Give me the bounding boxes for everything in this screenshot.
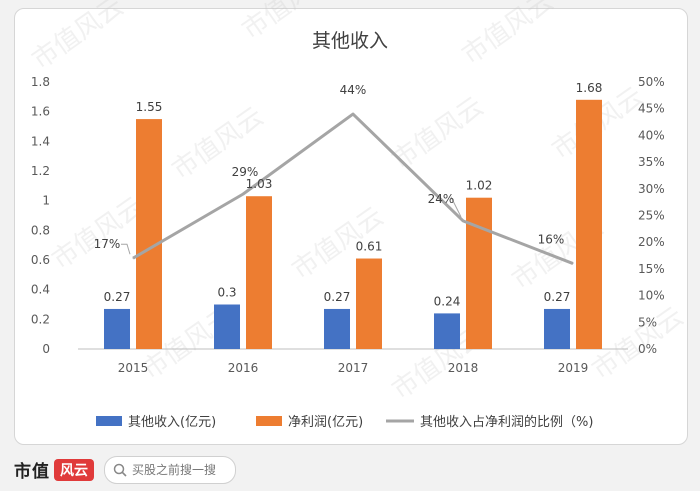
ratio-line-point [462,220,464,222]
legend-swatch [256,416,282,426]
ratio-line-point [352,113,354,115]
footer-bar: 市值 风云 买股之前搜一搜 [0,448,700,491]
right-tick-label: 30% [638,182,665,196]
search-placeholder: 买股之前搜一搜 [132,463,217,477]
bar-value-label: 1.03 [246,177,273,191]
leader-line [121,243,131,255]
bar-value-label: 0.24 [434,294,461,308]
ratio-line [121,112,574,265]
brand-badge: 风云 [54,458,94,481]
bar-value-label: 1.68 [576,81,603,95]
data-labels: 0.27 0.3 0.27 0.24 0.27 1.55 1.03 0.61 1.02 1.68 1… [94,81,603,309]
left-axis: 0 0.2 0.4 0.6 0.8 1 1.2 1.4 1.6 1.8 [31,75,50,356]
x-tick-label: 2019 [558,361,589,375]
bar-value-label: 0.3 [217,286,236,300]
bar-other-income [544,308,570,349]
left-tick-label: 1.4 [31,134,50,148]
watermark-text-0: 市值风云 [27,0,129,76]
x-axis: 2015 2016 2017 2018 2019 [118,361,589,375]
bar-net-profit [136,119,162,349]
bars [104,99,602,349]
left-tick-label: 0 [42,342,50,356]
right-tick-label: 45% [638,102,665,116]
ratio-value-label: 24% [428,192,455,206]
right-tick-label: 0% [638,342,657,356]
right-tick-label: 5% [638,315,657,329]
bar-other-income [324,308,350,349]
search-icon [113,463,127,477]
left-tick-label: 0.2 [31,312,50,326]
left-tick-label: 0.4 [31,283,50,297]
right-tick-label: 35% [638,155,665,169]
search-box[interactable]: 买股之前搜一搜 [104,455,236,484]
legend-label: 其他收入(亿元) [128,415,216,430]
brand-logo: 市值 风云 [14,457,94,482]
ratio-line-point [242,193,244,195]
right-tick-label: 40% [638,128,665,142]
right-tick-label: 50% [638,75,665,89]
x-tick-label: 2018 [448,361,479,375]
bar-value-label: 0.27 [544,290,571,304]
bar-net-profit [466,197,492,349]
bar-net-profit [576,99,602,349]
x-tick-label: 2016 [228,361,259,375]
ratio-value-label: 29% [232,165,259,179]
left-tick-label: 1.2 [31,164,50,178]
bar-value-label: 0.27 [104,290,131,304]
bar-other-income [434,313,460,349]
bar-other-income [214,304,240,349]
ratio-line-point [572,263,574,265]
watermark-text-2: 市值风云 [457,0,559,71]
legend: 其他收入(亿元) 净利润(亿元) 其他收入占净利润的比例（%) [96,414,593,430]
bar-value-label: 0.61 [356,240,383,254]
left-tick-label: 1 [42,194,50,208]
watermark-text-6: 市值风云 [47,191,149,275]
ratio-line-point [132,257,134,259]
legend-label: 其他收入占净利润的比例（%) [420,414,593,430]
bar-value-label: 1.02 [466,179,493,193]
bar-other-income [104,308,130,349]
bar-value-label: 0.27 [324,290,351,304]
bar-net-profit [246,196,272,349]
x-tick-label: 2017 [338,361,369,375]
legend-label: 净利润(亿元) [288,415,363,430]
legend-swatch [96,416,122,426]
ratio-value-label: 16% [538,233,565,247]
ratio-value-label: 17% [94,237,121,251]
right-tick-label: 10% [638,289,665,303]
right-axis: 0% 5% 10% 15% 20% 25% 30% 35% 40% 45% 50% [638,75,665,356]
leader-line [450,196,462,218]
ratio-value-label: 44% [340,83,367,97]
left-tick-label: 1.6 [31,105,50,119]
right-tick-label: 20% [638,235,665,249]
right-tick-label: 25% [638,209,665,223]
brand-text: 市值 [14,462,50,482]
left-tick-label: 1.8 [31,75,50,89]
chart-title: 其他收入 [312,30,388,52]
right-tick-label: 15% [638,262,665,276]
left-tick-label: 0.8 [31,223,50,237]
chart-card [14,8,688,445]
bar-net-profit [356,258,382,349]
bar-value-label: 1.55 [136,100,163,114]
x-tick-label: 2015 [118,361,149,375]
left-tick-label: 0.6 [31,253,50,267]
